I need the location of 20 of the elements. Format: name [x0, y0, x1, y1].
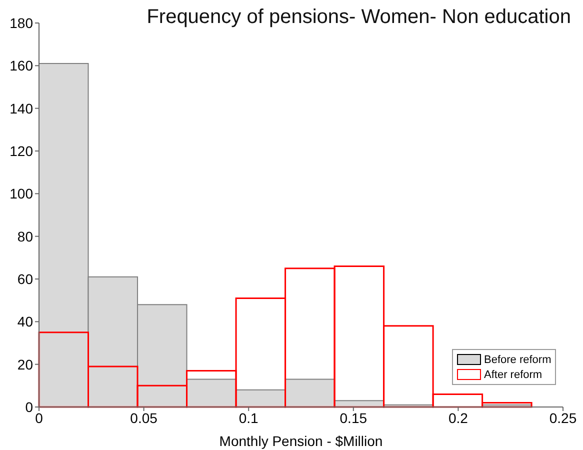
x-tick-label: 0.15 [340, 410, 368, 426]
y-tick-label: 60 [17, 270, 34, 287]
legend-label: Before reform [484, 354, 552, 366]
y-tick-label: 0 [25, 398, 34, 415]
y-tick-label: 140 [10, 100, 34, 116]
x-tick-label: 0.1 [238, 410, 259, 426]
y-tick-label: 100 [10, 186, 34, 202]
y-tick-label: 180 [10, 14, 34, 31]
chart-title: Frequency of pensions- Women- Non education [146, 6, 571, 29]
y-tick-label: 120 [10, 142, 34, 159]
x-tick-label: 0.05 [130, 410, 158, 426]
x-tick-label: 0.2 [448, 410, 468, 426]
legend-label: After reform [484, 368, 542, 380]
x-axis-title: Monthly Pension - $Million [219, 433, 383, 449]
x-tick-label: 0 [35, 410, 44, 426]
y-tick-label: 160 [10, 58, 34, 74]
y-tick-label: 20 [17, 356, 34, 372]
y-tick-label: 80 [17, 228, 34, 244]
x-tick-label: 0.25 [549, 410, 577, 426]
y-tick-label: 40 [17, 314, 34, 330]
